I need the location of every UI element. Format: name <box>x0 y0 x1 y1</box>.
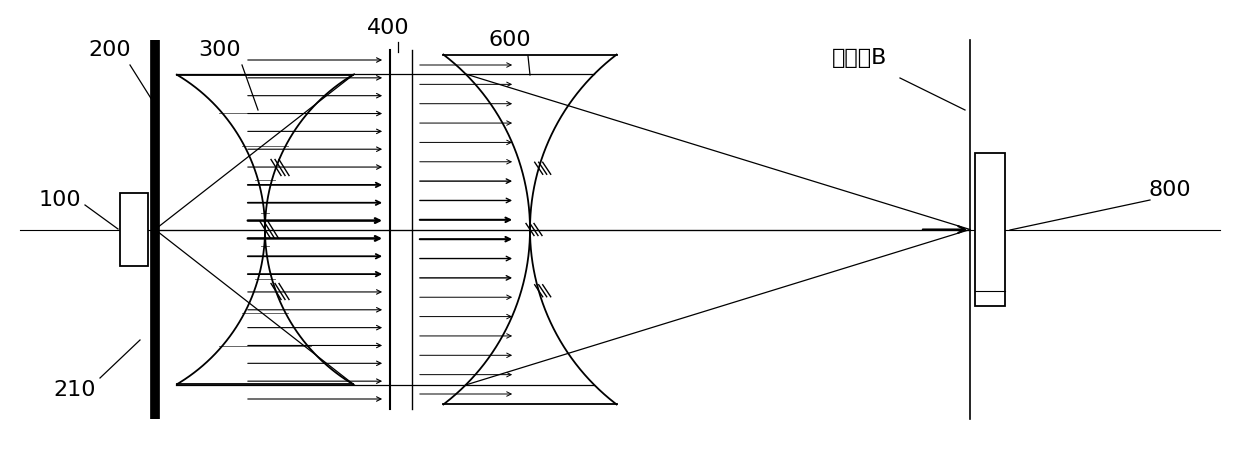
Text: 焦平面B: 焦平面B <box>832 48 888 68</box>
Text: 300: 300 <box>198 40 242 60</box>
Text: 100: 100 <box>38 190 82 210</box>
Text: 600: 600 <box>489 30 531 50</box>
Bar <box>975 153 1004 306</box>
Text: 210: 210 <box>53 380 97 400</box>
Text: 200: 200 <box>89 40 131 60</box>
Text: 400: 400 <box>367 18 409 38</box>
Text: 800: 800 <box>1148 180 1192 200</box>
Bar <box>120 193 148 266</box>
